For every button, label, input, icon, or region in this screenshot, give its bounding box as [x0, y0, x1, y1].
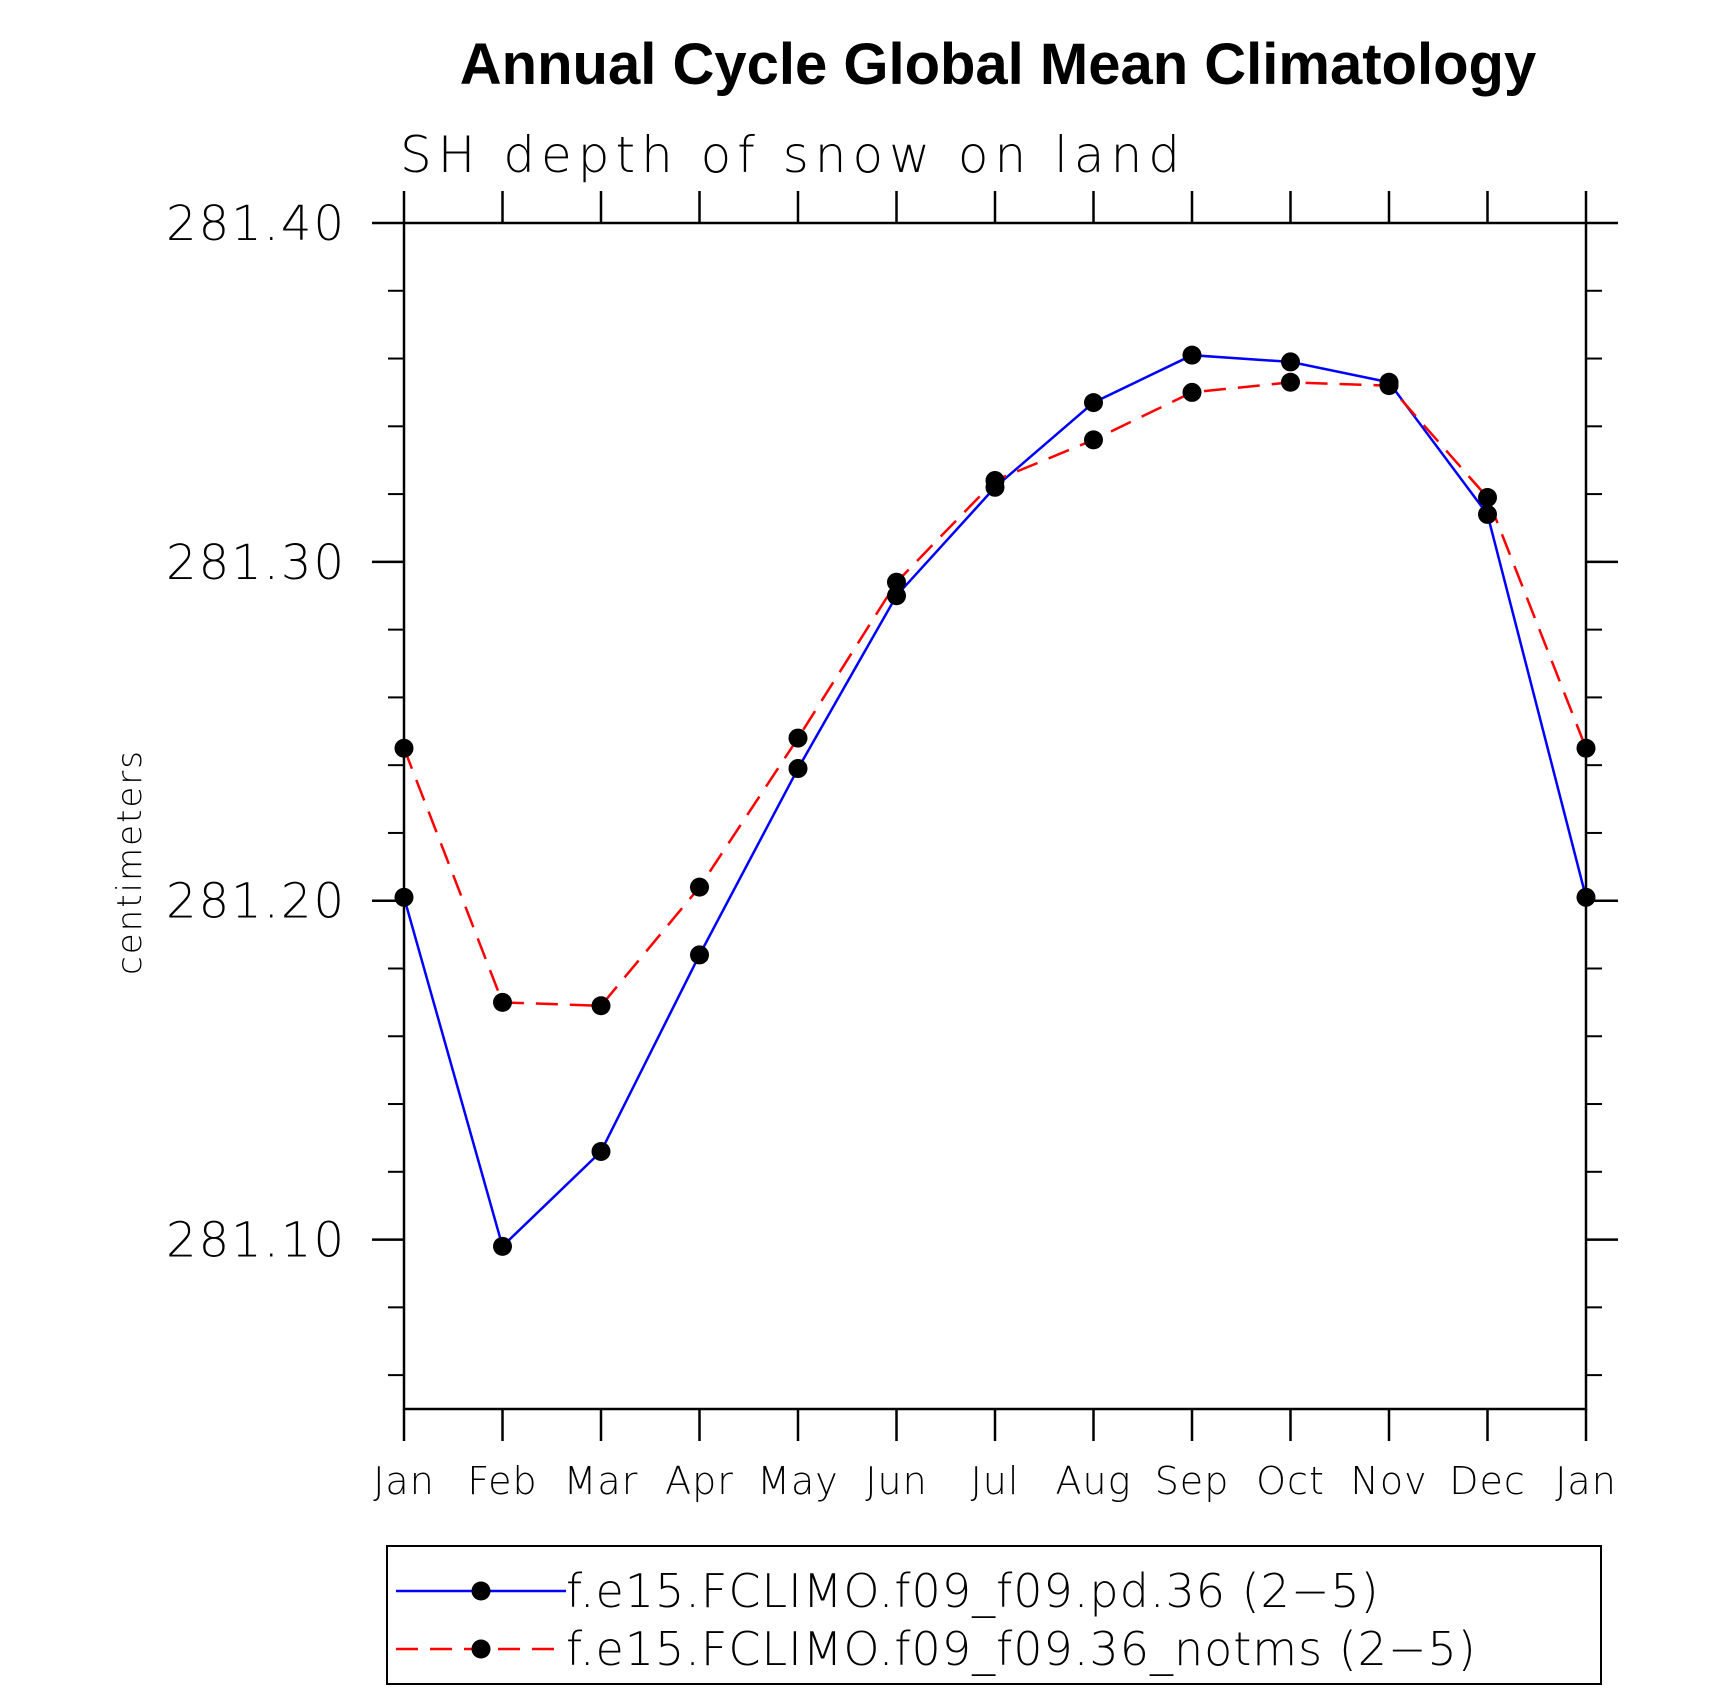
- x-tick-label: Nov: [1350, 1459, 1427, 1503]
- series-1-point: [394, 887, 414, 907]
- series-1-point: [1576, 887, 1596, 907]
- series-2-point: [1478, 487, 1497, 507]
- y-tick-label: 281.30: [166, 535, 346, 591]
- x-tick-label: Mar: [564, 1459, 639, 1503]
- series-2-point: [1576, 738, 1596, 758]
- series-markers: [394, 345, 1596, 1256]
- legend-swatch-marker: [471, 1639, 491, 1659]
- x-tick-label: Apr: [665, 1459, 734, 1503]
- legend-label: f.e15.FCLIMO.f09_f09.pd.36 (2−5): [566, 1564, 1380, 1618]
- series-1-point: [887, 586, 906, 606]
- x-tick-label: Dec: [1449, 1459, 1526, 1503]
- series-2-point: [591, 996, 611, 1016]
- series-1-point: [493, 1236, 512, 1256]
- chart-title: Annual Cycle Global Mean Climatology: [460, 32, 1536, 97]
- legend-box: [386, 1545, 1602, 1685]
- x-tick-label: Jul: [971, 1459, 1020, 1503]
- x-tick-label: Jan: [1555, 1459, 1617, 1503]
- y-tick-label: 281.10: [166, 1213, 346, 1269]
- series-2-point: [1182, 382, 1202, 402]
- x-tick-label: Jun: [865, 1459, 927, 1503]
- series-2-point: [1084, 430, 1103, 450]
- series-2-point: [690, 877, 709, 897]
- y-axis-label: centimeters: [110, 749, 150, 975]
- x-tick-label: Feb: [467, 1459, 537, 1503]
- series-2-point: [493, 992, 512, 1012]
- series-1-point: [690, 945, 709, 965]
- legend-swatch-marker: [471, 1581, 491, 1601]
- series-2-point: [1379, 376, 1399, 396]
- series-1-point: [788, 759, 808, 779]
- series-2-point: [1281, 372, 1300, 392]
- series-2-point: [788, 728, 808, 748]
- y-tick-labels: 281.10 281.20 281.30 281.40: [166, 196, 346, 1269]
- x-tick-labels: Jan Feb Mar Apr May Jun Jul Aug Sep Oct Nov Dec Jan: [373, 1459, 1617, 1503]
- x-tick-label: Aug: [1056, 1459, 1132, 1503]
- series-2-point: [887, 572, 906, 592]
- y-tick-label: 281.40: [166, 196, 346, 252]
- y-tick-label: 281.20: [166, 874, 346, 930]
- series-1-point: [591, 1141, 611, 1161]
- series-1-point: [1478, 504, 1497, 524]
- x-tick-label: Sep: [1155, 1459, 1230, 1503]
- series-2-point: [985, 471, 1005, 491]
- legend-label: f.e15.FCLIMO.f09_f09.36_notms (2−5): [566, 1622, 1477, 1676]
- chart-subtitle: SH depth of snow on land: [400, 126, 1186, 184]
- x-tick-label: May: [757, 1459, 839, 1503]
- series-1-point: [1281, 352, 1300, 372]
- series-1-point: [1084, 393, 1103, 413]
- x-tick-label: Jan: [373, 1459, 435, 1503]
- plot-frame: [402, 221, 1588, 1411]
- axis-ticks: [372, 191, 1618, 1441]
- series-2-point: [394, 738, 414, 758]
- series-1-point: [1182, 345, 1202, 365]
- x-tick-label: Oct: [1256, 1459, 1325, 1503]
- legend: f.e15.FCLIMO.f09_f09.pd.36 (2−5)f.e15.FC…: [386, 1545, 1602, 1685]
